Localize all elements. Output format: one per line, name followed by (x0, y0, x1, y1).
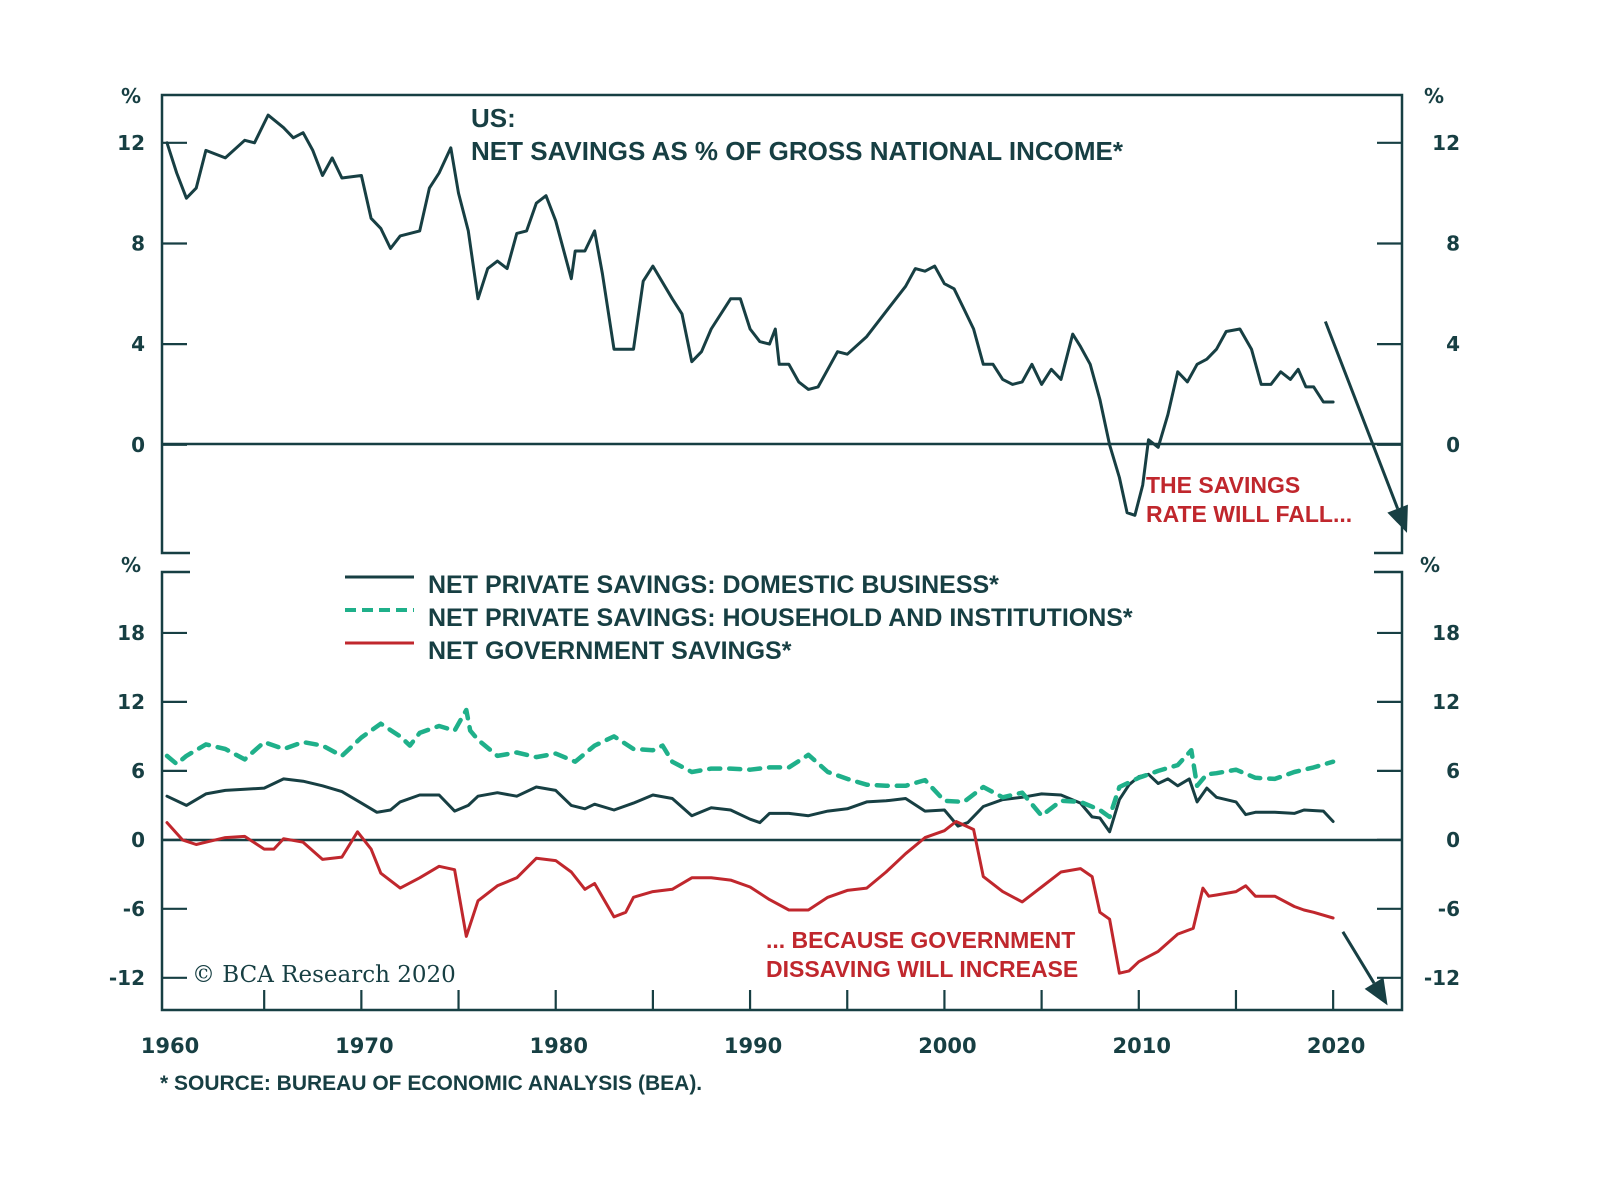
bottom-left-ytick-label: -6 (123, 897, 145, 921)
legend-label-household: NET PRIVATE SAVINGS: HOUSEHOLD AND INSTI… (428, 604, 1133, 632)
top-left-ytick-label: 12 (117, 131, 145, 155)
top-left-percent-label: % (121, 84, 141, 108)
bottom-right-ytick-label: -12 (1424, 966, 1460, 990)
x-tick-label: 1980 (529, 1034, 587, 1058)
top-arrow-head (1387, 504, 1408, 533)
bottom-right-ytick-label: 6 (1446, 759, 1460, 783)
legend-label-domestic-business: NET PRIVATE SAVINGS: DOMESTIC BUSINESS* (428, 571, 999, 599)
bottom-series-line-1 (164, 707, 1336, 820)
bottom-left-ytick-label: 18 (117, 621, 145, 645)
legend-label-government: NET GOVERNMENT SAVINGS* (428, 637, 792, 665)
bottom-left-ytick-label: -12 (109, 966, 145, 990)
bottom-annotation-line2: DISSAVING WILL INCREASE (766, 956, 1078, 982)
bottom-annotation-line1: ... BECAUSE GOVERNMENT (766, 927, 1075, 953)
x-tick-label: 1970 (335, 1034, 393, 1058)
bottom-panel: % % -12 -12 -6 -6 0 0 6 6 12 12 18 18 NET PRIVATE S… (109, 553, 1460, 1012)
top-chart-title-line2: NET SAVINGS AS % OF GROSS NATIONAL INCOM… (471, 136, 1124, 166)
bottom-y-ticks: -12 -12 -6 -6 0 0 6 6 12 12 18 18 (109, 621, 1460, 990)
legend: NET PRIVATE SAVINGS: DOMESTIC BUSINESS* … (345, 571, 1133, 665)
bottom-arrow (1341, 931, 1388, 1006)
bottom-series-line-0 (165, 772, 1335, 834)
legend-item-household: NET PRIVATE SAVINGS: HOUSEHOLD AND INSTI… (345, 604, 1133, 632)
bottom-left-ytick-label: 0 (131, 828, 145, 852)
bottom-right-ytick-label: 0 (1446, 828, 1460, 852)
bottom-right-percent-label: % (1420, 553, 1440, 577)
top-right-ytick-label: 0 (1446, 433, 1460, 457)
top-right-percent-label: % (1424, 84, 1444, 108)
bottom-arrow-head (1364, 977, 1388, 1006)
top-right-ytick-label: 4 (1446, 332, 1460, 356)
top-annotation-line2: RATE WILL FALL... (1146, 501, 1352, 527)
bottom-series-group (164, 707, 1336, 975)
legend-item-government: NET GOVERNMENT SAVINGS* (345, 637, 792, 665)
bottom-left-percent-label: % (121, 553, 141, 577)
top-left-ytick-label: 4 (131, 332, 145, 356)
top-series-group (165, 113, 1335, 517)
x-axis: 1960 1970 1980 1990 2000 2010 2020 (141, 990, 1365, 1058)
top-annotation-line1: THE SAVINGS (1146, 472, 1300, 498)
bottom-series-line-2 (165, 820, 1335, 975)
bottom-arrow-shaft (1341, 931, 1376, 984)
bottom-left-ytick-label: 12 (117, 690, 145, 714)
source-footnote: * SOURCE: BUREAU OF ECONOMIC ANALYSIS (B… (160, 1072, 702, 1095)
bottom-right-ytick-label: 12 (1432, 690, 1460, 714)
top-arrow-shaft (1323, 320, 1400, 510)
top-left-ytick-label: 0 (131, 433, 145, 457)
copyright-label: © BCA Research 2020 (192, 962, 456, 988)
top-arrow (1323, 320, 1408, 533)
top-series-line-0 (165, 113, 1335, 517)
top-panel-frame (160, 93, 1404, 555)
x-tick-label: 2000 (918, 1034, 976, 1058)
top-right-ytick-label: 8 (1446, 231, 1460, 255)
top-right-ytick-label: 12 (1432, 131, 1460, 155)
x-tick-label: 1960 (141, 1034, 199, 1058)
x-tick-label: 1990 (724, 1034, 782, 1058)
bottom-left-ytick-label: 6 (131, 759, 145, 783)
x-tick-label: 2010 (1113, 1034, 1171, 1058)
bottom-right-ytick-label: -6 (1438, 897, 1460, 921)
top-chart-title-line1: US: (471, 103, 516, 133)
legend-item-domestic-business: NET PRIVATE SAVINGS: DOMESTIC BUSINESS* (345, 571, 999, 599)
top-y-ticks: 0 0 4 4 8 8 12 12 (117, 131, 1460, 457)
bottom-panel-frame (160, 570, 1404, 1012)
bottom-right-ytick-label: 18 (1432, 621, 1460, 645)
top-left-ytick-label: 8 (131, 231, 145, 255)
top-panel: % % 0 0 4 4 8 8 12 12 US: NET SAVINGS AS % OF G… (117, 84, 1460, 555)
x-tick-label: 2020 (1307, 1034, 1365, 1058)
